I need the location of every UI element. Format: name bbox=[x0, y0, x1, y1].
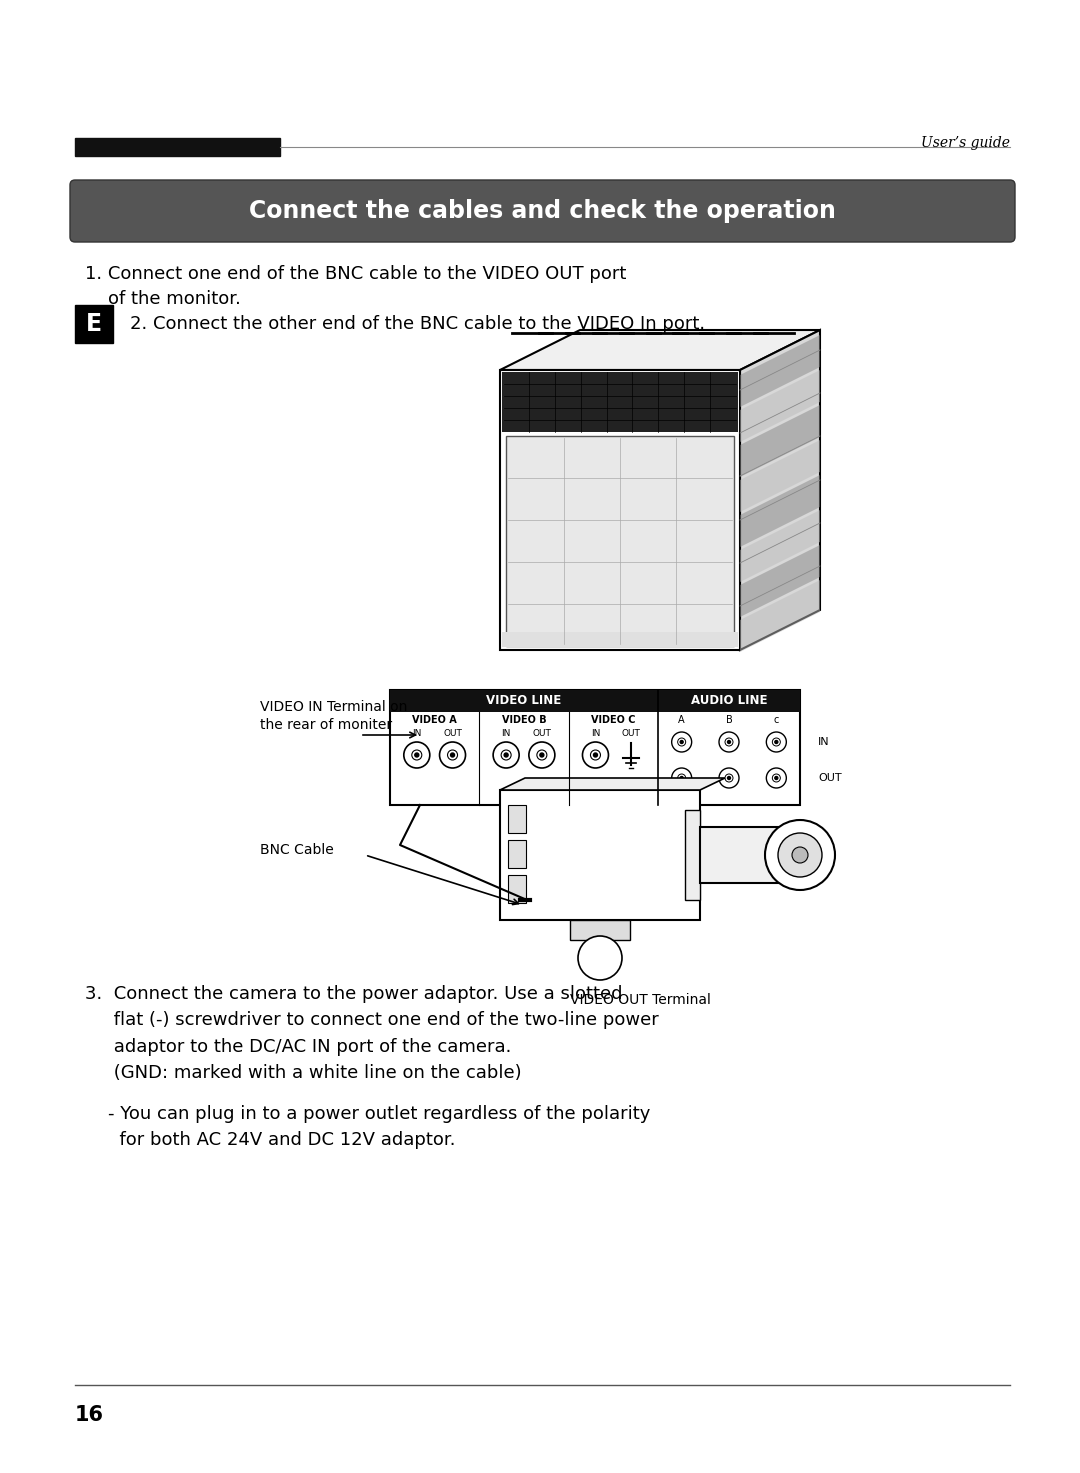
Polygon shape bbox=[740, 580, 820, 653]
Circle shape bbox=[501, 750, 511, 760]
FancyBboxPatch shape bbox=[70, 180, 1015, 242]
Circle shape bbox=[680, 776, 684, 779]
Circle shape bbox=[725, 773, 733, 782]
Bar bbox=[658, 689, 800, 711]
Text: IN: IN bbox=[591, 729, 600, 738]
Circle shape bbox=[728, 776, 730, 779]
Circle shape bbox=[494, 742, 519, 767]
Circle shape bbox=[540, 753, 544, 757]
Polygon shape bbox=[740, 510, 820, 582]
Text: VIDEO B: VIDEO B bbox=[502, 714, 546, 725]
Circle shape bbox=[680, 741, 684, 744]
Text: IN: IN bbox=[818, 736, 829, 747]
Circle shape bbox=[411, 750, 422, 760]
Text: VIDEO C: VIDEO C bbox=[591, 714, 636, 725]
Text: IN: IN bbox=[501, 729, 511, 738]
Polygon shape bbox=[500, 330, 820, 370]
Circle shape bbox=[765, 820, 835, 890]
Bar bbox=[508, 806, 526, 834]
Circle shape bbox=[594, 753, 597, 757]
Circle shape bbox=[719, 767, 739, 788]
Circle shape bbox=[504, 753, 508, 757]
Bar bbox=[570, 921, 630, 940]
Polygon shape bbox=[740, 440, 820, 513]
Circle shape bbox=[672, 732, 691, 753]
Polygon shape bbox=[740, 474, 820, 546]
Circle shape bbox=[672, 767, 691, 788]
Text: OUT: OUT bbox=[622, 729, 640, 738]
Text: OUT: OUT bbox=[532, 729, 551, 738]
Bar bbox=[508, 875, 526, 903]
Circle shape bbox=[404, 742, 430, 767]
Circle shape bbox=[728, 741, 730, 744]
Circle shape bbox=[677, 773, 686, 782]
Circle shape bbox=[774, 741, 778, 744]
Polygon shape bbox=[740, 370, 820, 442]
Polygon shape bbox=[740, 330, 820, 650]
Circle shape bbox=[725, 738, 733, 745]
Text: 16: 16 bbox=[75, 1405, 104, 1424]
Text: User’s guide: User’s guide bbox=[921, 136, 1010, 150]
Circle shape bbox=[415, 753, 419, 757]
Text: VIDEO LINE: VIDEO LINE bbox=[486, 694, 562, 707]
Text: - You can plug in to a power outlet regardless of the polarity
      for both AC: - You can plug in to a power outlet rega… bbox=[85, 1105, 650, 1149]
Text: VIDEO IN Terminal on
the rear of moniter: VIDEO IN Terminal on the rear of moniter bbox=[260, 700, 407, 732]
Circle shape bbox=[778, 834, 822, 876]
Circle shape bbox=[792, 847, 808, 863]
Polygon shape bbox=[740, 405, 820, 477]
Polygon shape bbox=[740, 545, 820, 617]
Text: 2. Connect the other end of the BNC cable to the VIDEO In port.: 2. Connect the other end of the BNC cabl… bbox=[130, 315, 705, 333]
Text: E: E bbox=[86, 312, 103, 336]
Text: AUDIO LINE: AUDIO LINE bbox=[691, 694, 767, 707]
Bar bbox=[390, 689, 800, 806]
Bar bbox=[685, 810, 700, 900]
Bar bbox=[75, 138, 280, 156]
Text: BNC Cable: BNC Cable bbox=[260, 843, 334, 857]
Text: OUT: OUT bbox=[818, 773, 841, 784]
Text: 1. Connect one end of the BNC cable to the VIDEO OUT port
    of the monitor.: 1. Connect one end of the BNC cable to t… bbox=[85, 265, 626, 308]
Bar bbox=[500, 370, 740, 650]
Bar bbox=[700, 826, 800, 882]
Circle shape bbox=[774, 776, 778, 779]
Text: 3.  Connect the camera to the power adaptor. Use a slotted
     flat (-) screwdr: 3. Connect the camera to the power adapt… bbox=[85, 985, 659, 1083]
Polygon shape bbox=[500, 778, 725, 790]
Text: c: c bbox=[773, 714, 779, 725]
Circle shape bbox=[447, 750, 458, 760]
Bar bbox=[507, 436, 734, 647]
Text: VIDEO A: VIDEO A bbox=[413, 714, 457, 725]
Circle shape bbox=[578, 935, 622, 980]
Circle shape bbox=[772, 738, 781, 745]
Text: A: A bbox=[678, 714, 685, 725]
Circle shape bbox=[767, 767, 786, 788]
Bar bbox=[500, 790, 700, 921]
Bar bbox=[502, 632, 738, 647]
Circle shape bbox=[529, 742, 555, 767]
Bar bbox=[508, 840, 526, 868]
Text: Connect the cables and check the operation: Connect the cables and check the operati… bbox=[249, 199, 836, 222]
Circle shape bbox=[537, 750, 546, 760]
Bar bbox=[390, 689, 658, 711]
Circle shape bbox=[582, 742, 608, 767]
Bar bbox=[75, 305, 113, 343]
Circle shape bbox=[450, 753, 455, 757]
Circle shape bbox=[440, 742, 465, 767]
Bar bbox=[502, 373, 738, 432]
Circle shape bbox=[767, 732, 786, 753]
Circle shape bbox=[772, 773, 781, 782]
Text: IN: IN bbox=[413, 729, 421, 738]
Text: VIDEO OUT Terminal: VIDEO OUT Terminal bbox=[569, 993, 711, 1008]
Polygon shape bbox=[740, 334, 820, 407]
Circle shape bbox=[719, 732, 739, 753]
Circle shape bbox=[677, 738, 686, 745]
Text: B: B bbox=[726, 714, 732, 725]
Circle shape bbox=[591, 750, 600, 760]
Text: OUT: OUT bbox=[443, 729, 462, 738]
